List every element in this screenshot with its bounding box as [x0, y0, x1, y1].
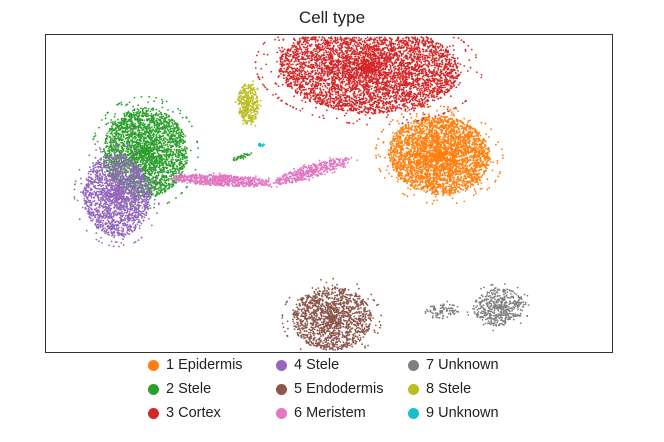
points-layer	[73, 36, 530, 351]
series-2-cluster-2	[232, 152, 253, 162]
legend-label-2: 2 Stele	[166, 381, 212, 397]
legend-label-6: 6 Meristem	[294, 405, 366, 421]
legend: 1 Epidermis 4 Stele 7 Unknown 2 Stele 5 Endo…	[148, 356, 538, 422]
series-7-points	[424, 283, 530, 332]
series-9-cluster-1	[257, 142, 265, 148]
legend-item-7: 7 Unknown	[408, 356, 538, 374]
legend-marker-3	[148, 407, 159, 419]
legend-marker-2	[148, 383, 159, 395]
legend-item-4: 4 Stele	[276, 356, 408, 374]
legend-label-4: 4 Stele	[294, 357, 340, 373]
legend-item-1: 1 Epidermis	[148, 356, 276, 374]
legend-item-8: 8 Stele	[408, 380, 538, 398]
legend-marker-1	[148, 359, 159, 371]
legend-label-8: 8 Stele	[426, 381, 472, 397]
series-5-cluster-1	[281, 277, 383, 351]
legend-label-7: 7 Unknown	[426, 357, 499, 373]
legend-marker-7	[408, 359, 419, 371]
series-1-cluster-1	[375, 105, 504, 205]
legend-item-5: 5 Endodermis	[276, 380, 408, 398]
legend-label-5: 5 Endodermis	[294, 381, 384, 397]
series-1-points	[375, 105, 504, 205]
legend-marker-8	[408, 383, 419, 395]
legend-label-3: 3 Cortex	[166, 405, 221, 421]
legend-item-9: 9 Unknown	[408, 404, 538, 422]
legend-item-6: 6 Meristem	[276, 404, 408, 422]
legend-marker-6	[276, 407, 287, 419]
legend-label-9: 9 Unknown	[426, 405, 499, 421]
series-3-points	[254, 36, 483, 126]
legend-item-3: 3 Cortex	[148, 404, 276, 422]
series-5-points	[281, 277, 383, 351]
plot-frame	[45, 34, 613, 353]
series-8-cluster-1	[234, 80, 262, 127]
series-9-points	[257, 142, 265, 148]
legend-marker-5	[276, 383, 287, 395]
series-7-cluster-2	[424, 300, 460, 320]
chart-title: Cell type	[298, 8, 366, 27]
series-3-cluster-1	[254, 36, 483, 126]
series-8-points	[234, 80, 262, 127]
legend-item-2: 2 Stele	[148, 380, 276, 398]
legend-marker-4	[276, 359, 287, 371]
legend-label-1: 1 Epidermis	[166, 357, 243, 373]
series-6-points	[157, 156, 359, 189]
legend-marker-9	[408, 407, 419, 419]
series-7-cluster-1	[466, 283, 530, 332]
series-4-points	[73, 143, 160, 248]
series-4-cluster-1	[73, 143, 160, 248]
series-6-cluster-1	[157, 172, 282, 189]
series-6-cluster-2	[267, 156, 359, 188]
